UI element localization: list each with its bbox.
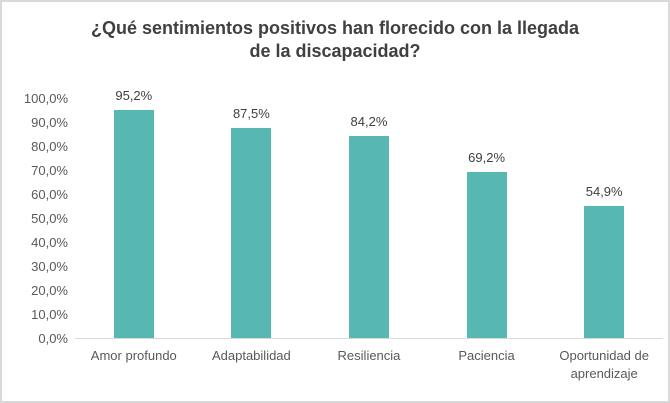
bar-value-label: 54,9% <box>585 184 623 200</box>
y-tick-label: 20,0% <box>31 283 68 298</box>
bar-value-label: 95,2% <box>115 87 153 103</box>
y-tick-label: 50,0% <box>31 211 68 226</box>
x-category-label: Paciencia <box>458 348 515 363</box>
y-tick-label: 40,0% <box>31 235 68 250</box>
x-category-label: Oportunidad de aprendizaje <box>559 348 649 382</box>
plot-area: 95,2% 87,5% 84,2% 69,2% 54,9% <box>75 88 663 339</box>
y-tick-label: 60,0% <box>31 187 68 202</box>
bar <box>231 128 272 338</box>
bar-value-label: 84,2% <box>350 113 388 129</box>
y-tick-label: 0,0% <box>38 331 68 346</box>
y-tick-label: 80,0% <box>31 139 68 154</box>
bar <box>584 206 625 338</box>
y-tick-label: 70,0% <box>31 163 68 178</box>
bar-slot: 69,2% <box>428 99 546 338</box>
x-axis-category-labels: Amor profundo Adaptabilidad Resiliencia Pac… <box>75 347 663 383</box>
y-tick-label: 100,0% <box>23 91 68 106</box>
bar-slot: 84,2% <box>310 99 428 338</box>
x-category-label: Resiliencia <box>337 348 401 363</box>
y-tick-label: 30,0% <box>31 259 68 274</box>
chart-title: ¿Qué sentimientos positivos han florecid… <box>90 18 580 62</box>
y-tick-label: 90,0% <box>31 115 68 130</box>
bar-value-label: 87,5% <box>232 106 270 121</box>
y-axis: 0,0% 10,0% 20,0% 30,0% 40,0% 50,0% 60,0% 70,0% 8… <box>2 91 68 346</box>
x-category-label: Adaptabilidad <box>211 348 291 363</box>
bar <box>113 109 154 338</box>
bar <box>348 135 389 338</box>
y-tick-label: 10,0% <box>31 307 68 322</box>
x-category-label: Amor profundo <box>90 348 177 363</box>
bar <box>466 171 507 338</box>
bar-slot: 54,9% <box>545 99 663 338</box>
bar-value-label: 69,2% <box>468 149 506 165</box>
bar-slot: 95,2% <box>75 88 193 338</box>
bar-slot: 87,5% <box>193 99 311 338</box>
